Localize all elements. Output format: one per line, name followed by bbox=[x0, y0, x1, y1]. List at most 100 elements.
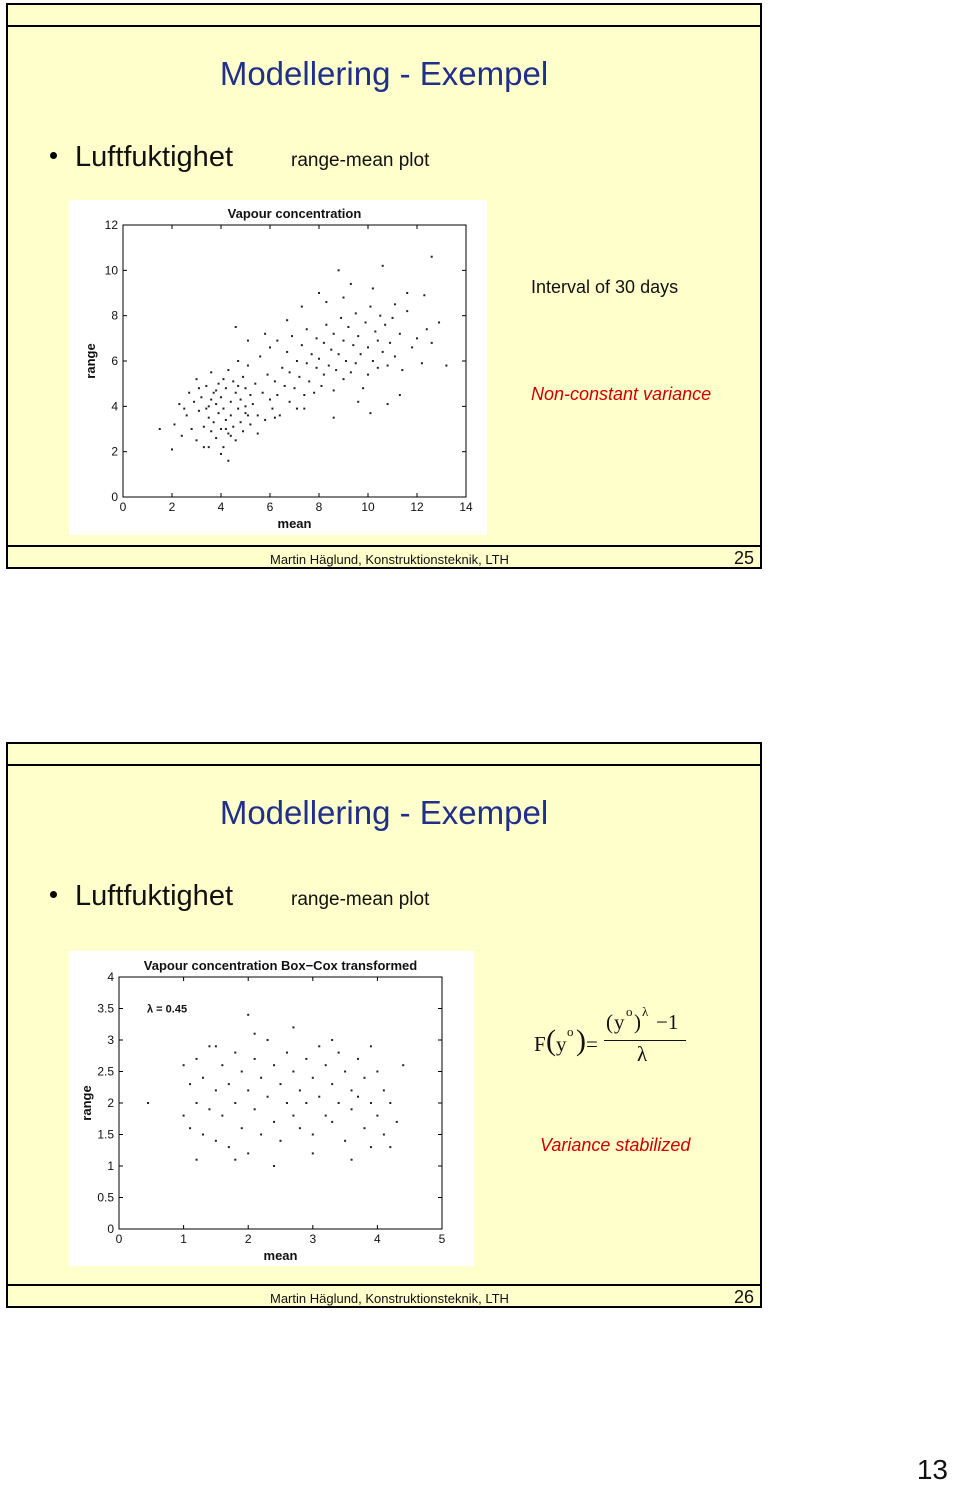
data-point bbox=[214, 1139, 217, 1142]
data-point bbox=[332, 389, 335, 392]
data-point bbox=[430, 255, 433, 258]
x-tick-label: 3 bbox=[309, 1232, 316, 1246]
data-point bbox=[264, 332, 267, 335]
footer-divider bbox=[8, 1284, 760, 1286]
boxcox-chart: Vapour concentration Box−Cox transformed… bbox=[79, 958, 446, 1263]
data-point bbox=[227, 369, 230, 372]
data-point bbox=[244, 412, 247, 415]
data-point bbox=[217, 382, 220, 385]
data-point bbox=[420, 362, 423, 365]
data-point bbox=[349, 282, 352, 285]
data-point bbox=[222, 378, 225, 381]
data-point bbox=[210, 371, 213, 374]
data-point bbox=[305, 1057, 308, 1060]
x-tick-label: 14 bbox=[459, 500, 473, 514]
footer-author: Martin Häglund, Konstruktionsteknik, LTH bbox=[270, 552, 509, 567]
data-point bbox=[386, 364, 389, 367]
data-point bbox=[207, 405, 210, 408]
y-tick-label: 4 bbox=[111, 399, 118, 413]
formula-paren-close: ) bbox=[576, 1024, 586, 1057]
data-point bbox=[318, 1095, 321, 1098]
data-point bbox=[259, 355, 262, 358]
data-point bbox=[256, 432, 259, 435]
data-point bbox=[234, 439, 237, 442]
data-point bbox=[279, 1139, 282, 1142]
y-axis-label: range bbox=[83, 343, 98, 378]
footer-divider bbox=[8, 545, 760, 547]
x-tick-label: 8 bbox=[316, 500, 323, 514]
data-point bbox=[256, 414, 259, 417]
data-point bbox=[349, 371, 352, 374]
data-point bbox=[278, 414, 281, 417]
data-point bbox=[210, 430, 213, 433]
data-point bbox=[221, 1114, 224, 1117]
data-point bbox=[232, 425, 235, 428]
data-point bbox=[406, 292, 409, 294]
data-point bbox=[382, 1133, 385, 1136]
x-tick-label: 10 bbox=[361, 500, 375, 514]
data-point bbox=[205, 384, 208, 387]
data-point bbox=[239, 398, 242, 401]
y-tick-label: 4 bbox=[107, 970, 114, 984]
data-point bbox=[197, 387, 200, 390]
formula-num-open: ( bbox=[606, 1010, 613, 1034]
data-point bbox=[260, 1133, 263, 1136]
data-point bbox=[276, 394, 279, 396]
boxcox-formula: F ( y o ) = ( y o ) λ −1 λ bbox=[534, 1004, 694, 1080]
data-point bbox=[269, 346, 271, 349]
data-point bbox=[208, 1045, 211, 1048]
data-point bbox=[295, 407, 298, 410]
data-point bbox=[240, 1070, 243, 1073]
data-point bbox=[298, 1127, 301, 1130]
data-point bbox=[249, 394, 252, 396]
data-point bbox=[261, 391, 264, 394]
data-point bbox=[332, 416, 335, 419]
data-point bbox=[276, 339, 279, 342]
data-point bbox=[224, 428, 227, 430]
data-point bbox=[279, 1083, 282, 1086]
data-point bbox=[363, 1076, 366, 1079]
data-point bbox=[239, 421, 242, 424]
data-point bbox=[357, 335, 360, 338]
slide-title: Modellering - Exempel bbox=[219, 794, 549, 831]
plot-subtitle: range-mean plot bbox=[291, 150, 430, 171]
data-point bbox=[416, 337, 418, 340]
data-point bbox=[251, 403, 254, 406]
data-point bbox=[273, 416, 276, 419]
data-point bbox=[183, 407, 186, 410]
data-point bbox=[237, 360, 240, 362]
data-point bbox=[227, 432, 230, 435]
data-point bbox=[195, 1158, 198, 1161]
data-point bbox=[242, 430, 245, 433]
data-point bbox=[195, 378, 198, 381]
x-tick-label: 4 bbox=[374, 1232, 381, 1246]
data-point bbox=[425, 328, 428, 331]
data-point bbox=[376, 366, 379, 369]
y-tick-label: 2.5 bbox=[97, 1065, 114, 1079]
data-point bbox=[367, 373, 369, 376]
data-point bbox=[234, 1158, 237, 1161]
variance-note: Variance stabilized bbox=[540, 1135, 691, 1155]
bullet-text: Luftfuktighet bbox=[75, 141, 233, 173]
data-point bbox=[347, 326, 350, 328]
data-point bbox=[222, 446, 225, 449]
data-point bbox=[244, 405, 247, 408]
data-point bbox=[327, 364, 330, 367]
data-point bbox=[386, 403, 389, 406]
data-point bbox=[362, 387, 365, 390]
data-point bbox=[210, 398, 213, 401]
data-point bbox=[220, 452, 222, 455]
data-point bbox=[389, 1102, 392, 1104]
data-point bbox=[207, 416, 210, 419]
data-point bbox=[212, 421, 215, 424]
data-point bbox=[291, 335, 294, 338]
data-point bbox=[205, 407, 208, 410]
slide-number: 25 bbox=[733, 548, 754, 568]
data-point bbox=[292, 1070, 295, 1073]
data-point bbox=[381, 350, 384, 353]
data-point bbox=[344, 1139, 347, 1142]
data-point bbox=[234, 1102, 237, 1104]
data-point bbox=[286, 350, 289, 353]
data-point bbox=[188, 391, 191, 394]
data-point bbox=[318, 1045, 321, 1048]
